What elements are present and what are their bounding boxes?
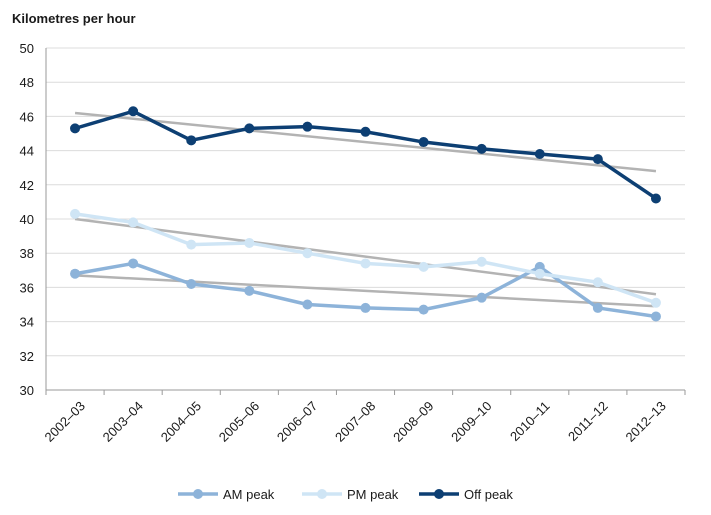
data-point <box>186 135 197 146</box>
data-point <box>302 121 313 132</box>
y-tick-label: 34 <box>20 315 34 330</box>
x-tick-label: 2007–08 <box>332 398 378 444</box>
series-1 <box>70 208 661 308</box>
y-axis-title: Kilometres per hour <box>12 11 136 26</box>
x-tick-label: 2009–10 <box>448 398 494 444</box>
y-tick-label: 46 <box>20 109 34 124</box>
x-tick-label: 2005–06 <box>216 398 262 444</box>
data-point <box>302 299 313 310</box>
x-tick-label: 2012–13 <box>622 398 668 444</box>
gridlines <box>46 47 685 391</box>
data-point <box>70 123 81 134</box>
data-point <box>70 268 81 279</box>
x-tick-label: 2010–11 <box>507 398 553 444</box>
legend-label: PM peak <box>347 487 399 502</box>
data-point <box>650 297 661 308</box>
y-tick-label: 50 <box>20 41 34 56</box>
legend-label: Off peak <box>464 487 513 502</box>
data-point <box>360 258 371 269</box>
legend-item-0: AM peak <box>178 487 275 502</box>
data-point <box>650 311 661 322</box>
y-tick-label: 48 <box>20 75 34 90</box>
x-tick-label: 2006–07 <box>274 398 320 444</box>
y-tick-label: 30 <box>20 383 34 398</box>
y-tick-label: 42 <box>20 178 34 193</box>
series-0 <box>70 258 661 322</box>
y-tick-label: 32 <box>20 349 34 364</box>
data-point <box>418 261 429 272</box>
data-point <box>650 193 661 204</box>
legend-swatch-marker <box>434 489 444 499</box>
legend-swatch-marker <box>317 489 327 499</box>
data-point <box>476 292 487 303</box>
series-group <box>70 106 661 322</box>
data-point <box>128 258 139 269</box>
data-point <box>534 261 545 272</box>
series-line <box>74 109 657 200</box>
legend-swatch-marker <box>193 489 203 499</box>
x-tick-label: 2004–05 <box>158 398 204 444</box>
data-point <box>418 304 429 315</box>
data-point <box>186 278 197 289</box>
x-tick-label: 2008–09 <box>390 398 436 444</box>
data-point <box>592 277 603 288</box>
data-point <box>476 256 487 267</box>
legend-item-1: PM peak <box>302 487 399 502</box>
data-point <box>534 268 545 279</box>
data-point <box>418 137 429 148</box>
data-point <box>186 239 197 250</box>
series-2 <box>70 106 661 204</box>
legend: AM peak PM peak Off peak <box>178 487 513 502</box>
data-point <box>244 237 255 248</box>
legend-item-2: Off peak <box>419 487 513 502</box>
data-point <box>592 154 603 165</box>
legend-label: AM peak <box>223 487 275 502</box>
trend-line-0 <box>74 274 657 308</box>
data-point <box>360 302 371 313</box>
x-tick-label: 2011–12 <box>565 398 611 444</box>
y-tick-label: 36 <box>20 280 34 295</box>
data-point <box>70 208 81 219</box>
trend-line-2 <box>74 111 657 173</box>
data-point <box>592 302 603 313</box>
data-point <box>534 149 545 160</box>
x-axis: 2002–03 2003–04 2004–05 2005–06 2006–07 2007–… <box>42 48 686 445</box>
y-tick-label: 40 <box>20 212 34 227</box>
data-point <box>360 126 371 137</box>
y-tick-label: 44 <box>20 144 34 159</box>
data-point <box>244 285 255 296</box>
y-axis-ticks: 30 32 34 36 38 40 42 44 46 48 50 <box>20 41 34 398</box>
trend-line-1 <box>74 217 657 296</box>
x-tick-label: 2002–03 <box>42 398 88 444</box>
y-tick-label: 38 <box>20 246 34 261</box>
data-point <box>476 143 487 154</box>
data-point <box>128 217 139 228</box>
data-point <box>302 248 313 259</box>
data-point <box>244 123 255 134</box>
x-tick-label: 2003–04 <box>100 398 146 444</box>
data-point <box>128 106 139 117</box>
